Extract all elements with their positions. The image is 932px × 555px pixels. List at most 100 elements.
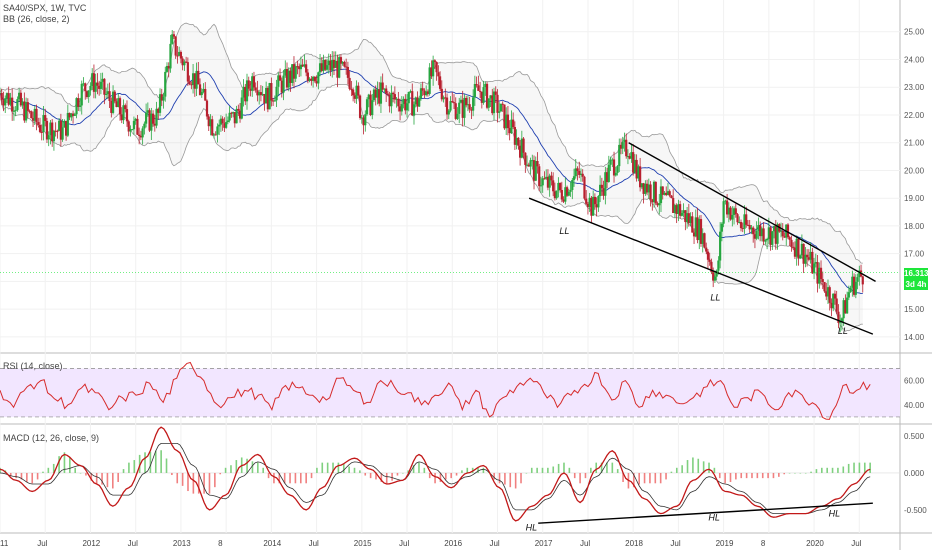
candle-body xyxy=(698,219,701,241)
candle-body xyxy=(214,134,217,136)
y-tick-label: 14.00 xyxy=(904,333,925,342)
macd-histogram-bar xyxy=(219,472,222,475)
macd-histogram-bar xyxy=(90,472,93,481)
candle-body xyxy=(252,76,256,88)
candle-body xyxy=(781,230,784,237)
candle-body xyxy=(661,186,664,195)
candle-body xyxy=(155,108,158,126)
candle-body xyxy=(470,109,473,111)
candle-body xyxy=(385,88,388,94)
candle-body xyxy=(442,97,445,100)
candle-body xyxy=(701,233,704,244)
candle-body xyxy=(672,198,675,214)
y-tick-label: 19.00 xyxy=(904,194,925,203)
candle-body xyxy=(576,168,579,171)
candle-body xyxy=(386,93,390,95)
candle-body xyxy=(21,101,24,106)
candle-body xyxy=(630,152,633,159)
macd-histogram-bar xyxy=(15,472,17,479)
macd-histogram-bar xyxy=(197,472,200,494)
macd-histogram-bar xyxy=(117,472,119,483)
candle-body xyxy=(696,217,699,241)
macd-histogram-bar xyxy=(402,472,404,474)
macd-histogram-bar xyxy=(214,472,216,488)
candle-body xyxy=(96,82,99,86)
candle-body xyxy=(355,85,358,99)
macd-histogram-bar xyxy=(595,462,598,473)
candle-body xyxy=(665,192,668,196)
candle-body xyxy=(127,121,130,132)
candle-body xyxy=(687,213,690,224)
candle-body xyxy=(663,192,666,195)
candle-body xyxy=(298,66,301,70)
candle-body xyxy=(567,191,570,196)
candle-body xyxy=(752,227,755,235)
x-tick-label: Jul xyxy=(489,539,499,548)
candle-body xyxy=(552,180,555,192)
candle-body xyxy=(510,119,513,134)
candle-body xyxy=(659,186,663,204)
candle-body xyxy=(103,78,106,95)
candle-body xyxy=(619,144,623,149)
candle-body xyxy=(414,97,417,105)
candle-body xyxy=(783,236,786,238)
macd-histogram-bar xyxy=(52,463,55,473)
candle-body xyxy=(543,178,546,180)
candle-body xyxy=(221,118,224,124)
candle-body xyxy=(322,59,325,71)
macd-histogram-bar xyxy=(326,462,329,473)
candle-body xyxy=(219,118,223,125)
macd-histogram-bar xyxy=(622,472,624,483)
candle-body xyxy=(746,224,750,226)
macd-histogram-bar xyxy=(552,466,555,473)
candle-body xyxy=(807,257,810,260)
candle-body xyxy=(465,97,468,106)
bb-legend[interactable]: BB (26, close, 2) xyxy=(3,14,70,24)
candle-body xyxy=(512,119,515,127)
candle-body xyxy=(45,120,49,140)
candle-body xyxy=(225,122,228,128)
candle-body xyxy=(475,83,478,86)
macd-histogram-bar xyxy=(380,472,383,483)
trendline-upper xyxy=(628,142,876,283)
candle-body xyxy=(484,83,487,88)
candle-body xyxy=(141,128,144,138)
candle-body xyxy=(736,214,739,223)
candle-body xyxy=(85,91,89,98)
candle-body xyxy=(190,84,193,86)
candle-body xyxy=(541,178,544,186)
candle-body xyxy=(602,188,605,196)
candle-body xyxy=(230,112,233,114)
candle-body xyxy=(198,84,202,95)
candle-body xyxy=(844,300,847,314)
candle-body xyxy=(499,103,503,112)
candle-body xyxy=(823,282,826,292)
candle-body xyxy=(350,88,353,90)
macd-legend[interactable]: MACD (12, 26, close, 9) xyxy=(3,433,100,443)
macd-histogram-bar xyxy=(144,452,146,473)
macd-histogram-bar xyxy=(547,467,549,473)
candle-body xyxy=(428,67,431,94)
candle-body xyxy=(94,82,97,92)
macd-histogram-bar xyxy=(133,460,136,473)
candle-body xyxy=(562,199,565,202)
x-tick-label: 2015 xyxy=(354,539,372,548)
candle-body xyxy=(668,191,671,196)
macd-histogram-bar xyxy=(138,454,141,473)
candle-body xyxy=(146,110,149,113)
candle-body xyxy=(675,205,678,214)
candle-body xyxy=(263,94,266,104)
macd-histogram-bar xyxy=(686,460,689,473)
symbol-title[interactable]: SA40/SPX, 1W, TVC xyxy=(3,3,87,13)
candle-body xyxy=(715,270,718,277)
candle-body xyxy=(534,161,537,181)
candle-body xyxy=(99,81,102,89)
candle-body xyxy=(574,168,577,177)
candle-body xyxy=(809,251,812,260)
candle-body xyxy=(818,267,821,284)
candle-body xyxy=(419,88,423,99)
candle-body xyxy=(738,222,741,224)
candle-body xyxy=(360,117,363,119)
rsi-legend[interactable]: RSI (14, close) xyxy=(3,361,63,371)
